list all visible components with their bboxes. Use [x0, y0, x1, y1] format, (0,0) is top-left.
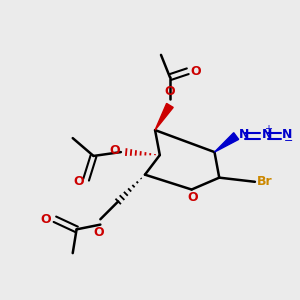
Text: Br: Br — [257, 175, 273, 188]
Text: O: O — [41, 213, 51, 226]
Text: N: N — [262, 128, 272, 141]
Text: O: O — [94, 226, 104, 239]
Polygon shape — [155, 103, 173, 130]
Text: O: O — [164, 85, 175, 98]
Polygon shape — [214, 133, 239, 152]
Text: −: − — [284, 136, 293, 146]
Text: N: N — [282, 128, 292, 141]
Text: N: N — [238, 128, 249, 141]
Text: O: O — [188, 191, 198, 204]
Text: O: O — [190, 65, 201, 78]
Text: O: O — [109, 144, 120, 157]
Text: +: + — [264, 124, 272, 134]
Text: O: O — [73, 175, 84, 188]
